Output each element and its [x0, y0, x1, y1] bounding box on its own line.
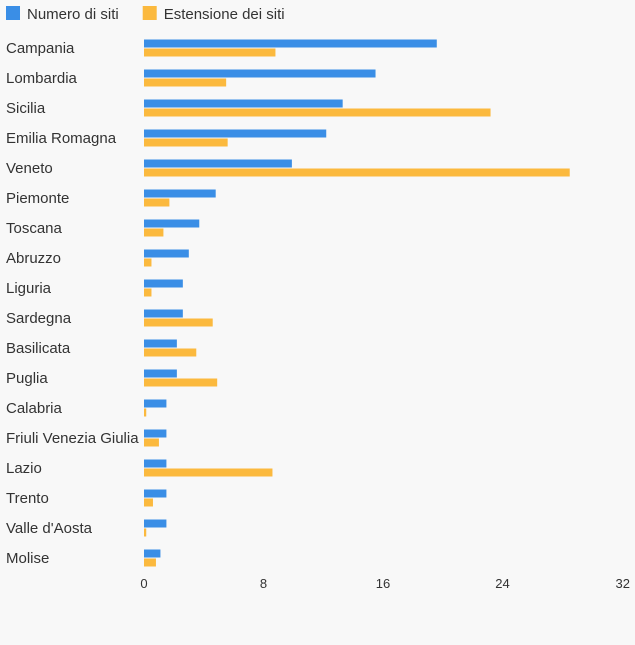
bar-numero-di-siti-emilia-romagna — [144, 129, 327, 138]
bar-numero-di-siti-sicilia — [144, 99, 343, 108]
bar-numero-di-siti-campania — [144, 39, 437, 48]
category-label-valle-d-aosta: Valle d'Aosta — [6, 520, 93, 537]
x-tick-label-8: 8 — [260, 576, 267, 591]
bar-estensione-dei-siti-valle-d-aosta — [144, 528, 147, 537]
category-label-piemonte: Piemonte — [6, 190, 69, 207]
category-label-campania: Campania — [6, 40, 75, 57]
category-label-puglia: Puglia — [6, 370, 48, 387]
bar-numero-di-siti-puglia — [144, 369, 177, 378]
category-label-toscana: Toscana — [6, 220, 63, 237]
bars — [144, 39, 570, 567]
category-label-calabria: Calabria — [6, 400, 63, 417]
category-label-lombardia: Lombardia — [6, 70, 78, 87]
category-label-sardegna: Sardegna — [6, 310, 72, 327]
bar-estensione-dei-siti-molise — [144, 558, 156, 567]
x-tick-label-32: 32 — [616, 576, 630, 591]
bar-estensione-dei-siti-lazio — [144, 468, 273, 477]
category-label-sicilia: Sicilia — [6, 100, 46, 117]
bar-numero-di-siti-trento — [144, 489, 167, 498]
category-label-abruzzo: Abruzzo — [6, 250, 61, 267]
bar-estensione-dei-siti-sicilia — [144, 108, 491, 117]
legend-swatch-estensione-dei-siti — [142, 6, 157, 20]
legend: Numero di siti Estensione dei siti — [6, 6, 285, 23]
bar-numero-di-siti-molise — [144, 549, 161, 558]
bar-estensione-dei-siti-lombardia — [144, 78, 227, 87]
bar-numero-di-siti-abruzzo — [144, 249, 189, 258]
bar-estensione-dei-siti-veneto — [144, 168, 570, 177]
bar-numero-di-siti-veneto — [144, 159, 292, 168]
bar-estensione-dei-siti-friuli-venezia-giulia — [144, 438, 159, 447]
bar-estensione-dei-siti-basilicata — [144, 348, 197, 357]
bar-numero-di-siti-calabria — [144, 399, 167, 408]
bar-estensione-dei-siti-trento — [144, 498, 153, 507]
category-label-friuli-venezia-giulia: Friuli Venezia Giulia — [6, 430, 139, 447]
bar-estensione-dei-siti-emilia-romagna — [144, 138, 228, 147]
x-tick-label-0: 0 — [140, 576, 147, 591]
x-tick-label-16: 16 — [376, 576, 390, 591]
bar-numero-di-siti-valle-d-aosta — [144, 519, 167, 528]
bar-numero-di-siti-basilicata — [144, 339, 177, 348]
legend-swatch-numero-di-siti — [6, 6, 20, 20]
bar-estensione-dei-siti-puglia — [144, 378, 218, 387]
bar-estensione-dei-siti-sardegna — [144, 318, 213, 327]
category-label-basilicata: Basilicata — [6, 340, 71, 357]
category-label-emilia-romagna: Emilia Romagna — [6, 130, 117, 147]
bar-numero-di-siti-lazio — [144, 459, 167, 468]
x-axis-ticks: 0 8 16 24 32 — [140, 576, 630, 591]
bar-numero-di-siti-piemonte — [144, 189, 216, 198]
x-tick-label-24: 24 — [495, 576, 509, 591]
bar-estensione-dei-siti-toscana — [144, 228, 164, 237]
legend-label-estensione-dei-siti: Estensione dei siti — [164, 6, 285, 23]
bar-numero-di-siti-liguria — [144, 279, 183, 288]
category-label-veneto: Veneto — [6, 160, 53, 177]
legend-label-numero-di-siti: Numero di siti — [27, 6, 119, 23]
category-label-liguria: Liguria — [6, 280, 52, 297]
bar-estensione-dei-siti-liguria — [144, 288, 152, 297]
category-label-lazio: Lazio — [6, 460, 42, 477]
bar-estensione-dei-siti-piemonte — [144, 198, 170, 207]
bar-estensione-dei-siti-abruzzo — [144, 258, 152, 267]
bar-numero-di-siti-lombardia — [144, 69, 376, 78]
category-label-trento: Trento — [6, 490, 49, 507]
bar-numero-di-siti-toscana — [144, 219, 200, 228]
bar-estensione-dei-siti-calabria — [144, 408, 147, 417]
bar-numero-di-siti-friuli-venezia-giulia — [144, 429, 167, 438]
bar-numero-di-siti-sardegna — [144, 309, 183, 318]
category-labels: Campania Lombardia Sicilia Emilia Romagna Ve… — [6, 40, 139, 567]
category-label-molise: Molise — [6, 550, 49, 567]
bar-estensione-dei-siti-campania — [144, 48, 276, 57]
